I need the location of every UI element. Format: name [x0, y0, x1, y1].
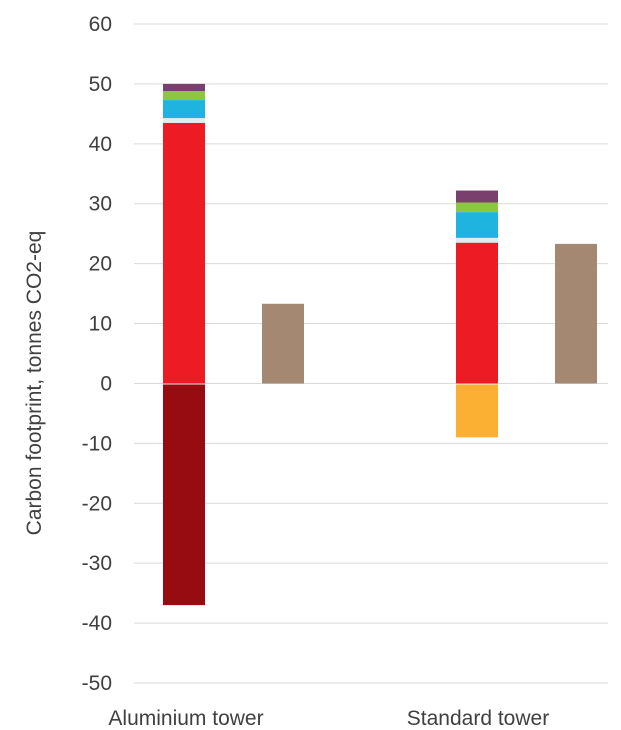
y-tick-label: 20	[89, 253, 112, 276]
y-tick-label: 0	[100, 372, 112, 395]
y-tick-label: 30	[89, 193, 112, 216]
bar-segment	[456, 212, 498, 238]
y-tick-label: -50	[82, 672, 112, 695]
bar-segment	[163, 122, 205, 384]
x-category-label: Aluminium tower	[108, 707, 263, 730]
y-tick-label: 50	[89, 73, 112, 96]
bar-segment	[456, 202, 498, 213]
x-axis-categories: Aluminium tower Standard tower	[108, 707, 549, 730]
bars	[163, 83, 597, 606]
bar-segment	[456, 190, 498, 203]
gridlines	[134, 23, 608, 684]
y-tick-label: 40	[89, 133, 112, 156]
bar-segment	[456, 237, 498, 243]
bar-segment	[163, 91, 205, 101]
y-axis-ticks: 60 50 40 30 20 10 0 -10 -20 -30 -40 -50	[82, 13, 112, 695]
bar-segment	[163, 118, 205, 123]
y-tick-label: -40	[82, 612, 112, 635]
bar-segment	[163, 100, 205, 119]
bar-segment-negative	[163, 384, 205, 606]
x-category-label: Standard tower	[407, 707, 549, 730]
y-tick-label: 60	[89, 13, 112, 36]
bar-segment	[262, 303, 304, 384]
y-tick-label: -20	[82, 492, 112, 515]
bar-segment	[555, 243, 597, 384]
y-axis-title: Carbon footprint, tonnes CO2-eq	[23, 231, 46, 536]
bar-segment	[163, 83, 205, 92]
y-tick-label: 10	[89, 313, 112, 336]
y-tick-label: -10	[82, 432, 112, 455]
bar-segment-negative	[456, 384, 498, 438]
y-tick-label: -30	[82, 552, 112, 575]
bar-segment	[456, 242, 498, 384]
